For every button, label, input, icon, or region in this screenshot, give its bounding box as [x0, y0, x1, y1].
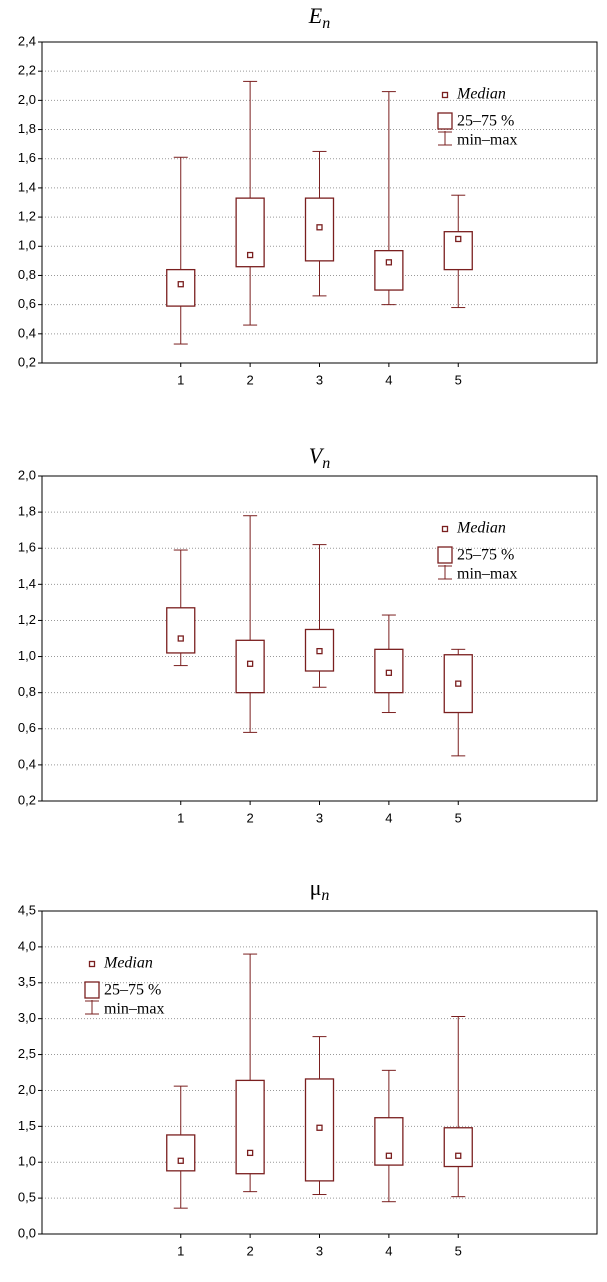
title-main: μ	[310, 875, 322, 900]
x-tick-label: 5	[455, 372, 462, 387]
y-tick-label: 0,0	[18, 1225, 36, 1240]
y-tick-label: 1,4	[18, 179, 36, 194]
legend-box: 25–75 %	[104, 982, 161, 999]
y-tick-label: 3,5	[18, 974, 36, 989]
y-tick-label: 0,6	[18, 720, 36, 735]
x-tick-label: 2	[247, 1243, 254, 1258]
x-tick-label: 5	[455, 1243, 462, 1258]
y-tick-label: 2,0	[18, 467, 36, 482]
y-tick-label: 2,4	[18, 33, 36, 48]
y-tick-label: 0,4	[18, 325, 36, 340]
y-tick-label: 0,4	[18, 756, 36, 771]
plot-frame	[41, 910, 598, 1235]
chart-title: μn	[310, 875, 330, 904]
median	[316, 224, 323, 231]
chart-title: Vn	[309, 443, 330, 472]
x-tick-label: 1	[177, 1243, 184, 1258]
median	[385, 669, 393, 676]
box	[166, 268, 196, 307]
title-sub: n	[322, 15, 330, 32]
median	[177, 635, 184, 642]
legend-whisker: min–max	[457, 566, 517, 583]
y-tick-label: 2,5	[18, 1046, 36, 1061]
y-tick-label: 1,8	[18, 121, 36, 136]
title-sub: n	[321, 887, 329, 904]
box	[374, 249, 404, 291]
x-tick-label: 3	[316, 372, 323, 387]
legend-median: Median	[456, 520, 506, 537]
median	[455, 235, 462, 243]
x-tick-label: 2	[247, 372, 254, 387]
legend-median: Median	[456, 86, 506, 103]
y-tick-label: 0,8	[18, 267, 36, 282]
title-main: V	[309, 443, 325, 468]
median	[455, 680, 462, 687]
x-tick-label: 2	[247, 810, 254, 825]
legend-median-icon	[441, 91, 449, 99]
y-tick-label: 0,6	[18, 296, 36, 311]
median	[246, 251, 254, 259]
legend-box-icon	[437, 112, 453, 130]
y-tick-label: 1,8	[18, 504, 36, 519]
y-tick-label: 1,0	[18, 648, 36, 663]
median	[316, 1124, 323, 1131]
y-tick-label: 1,0	[18, 238, 36, 253]
y-tick-label: 1,4	[18, 576, 36, 591]
box	[166, 1134, 196, 1172]
y-tick-label: 1,6	[18, 540, 36, 555]
title-main: E	[308, 3, 323, 28]
title-sub: n	[322, 455, 330, 472]
median	[455, 1152, 462, 1159]
legend-whisker: min–max	[104, 1001, 164, 1018]
legend-box: 25–75 %	[457, 113, 514, 130]
y-tick-label: 0,5	[18, 1190, 36, 1205]
y-tick-label: 1,2	[18, 612, 36, 627]
x-tick-label: 3	[316, 810, 323, 825]
y-tick-label: 1,5	[18, 1118, 36, 1133]
median	[385, 1152, 393, 1159]
median	[385, 259, 393, 266]
box	[166, 607, 196, 654]
y-tick-label: 1,0	[18, 1154, 36, 1169]
x-tick-label: 1	[177, 372, 184, 387]
y-tick-label: 0,2	[18, 792, 36, 807]
legend-median-icon	[88, 960, 96, 968]
chart-title: En	[308, 3, 330, 32]
y-tick-label: 2,0	[18, 92, 36, 107]
plot-frame	[41, 475, 598, 802]
median	[177, 1157, 184, 1164]
y-tick-label: 4,5	[18, 902, 36, 917]
legend-box-icon	[84, 981, 100, 999]
x-tick-label: 4	[385, 372, 392, 387]
legend-whisker: min–max	[457, 132, 517, 149]
y-tick-label: 2,0	[18, 1082, 36, 1097]
x-tick-label: 4	[385, 1243, 392, 1258]
x-tick-label: 3	[316, 1243, 323, 1258]
y-tick-label: 2,2	[18, 63, 36, 78]
median	[246, 660, 254, 667]
legend-box-icon	[437, 546, 453, 564]
median	[246, 1149, 254, 1157]
y-tick-label: 0,2	[18, 354, 36, 369]
y-tick-label: 1,6	[18, 150, 36, 165]
legend-box: 25–75 %	[457, 547, 514, 564]
legend-median: Median	[103, 955, 153, 972]
box	[443, 1127, 473, 1168]
legend-median-icon	[441, 525, 449, 533]
x-tick-label: 5	[455, 810, 462, 825]
plot-frame	[41, 41, 598, 364]
box	[235, 1079, 265, 1175]
y-tick-label: 1,2	[18, 209, 36, 224]
y-tick-label: 4,0	[18, 938, 36, 953]
median	[177, 281, 184, 288]
y-tick-label: 0,8	[18, 684, 36, 699]
x-tick-label: 1	[177, 810, 184, 825]
box	[443, 231, 473, 271]
x-tick-label: 4	[385, 810, 392, 825]
y-tick-label: 3,0	[18, 1010, 36, 1025]
median	[316, 647, 323, 655]
